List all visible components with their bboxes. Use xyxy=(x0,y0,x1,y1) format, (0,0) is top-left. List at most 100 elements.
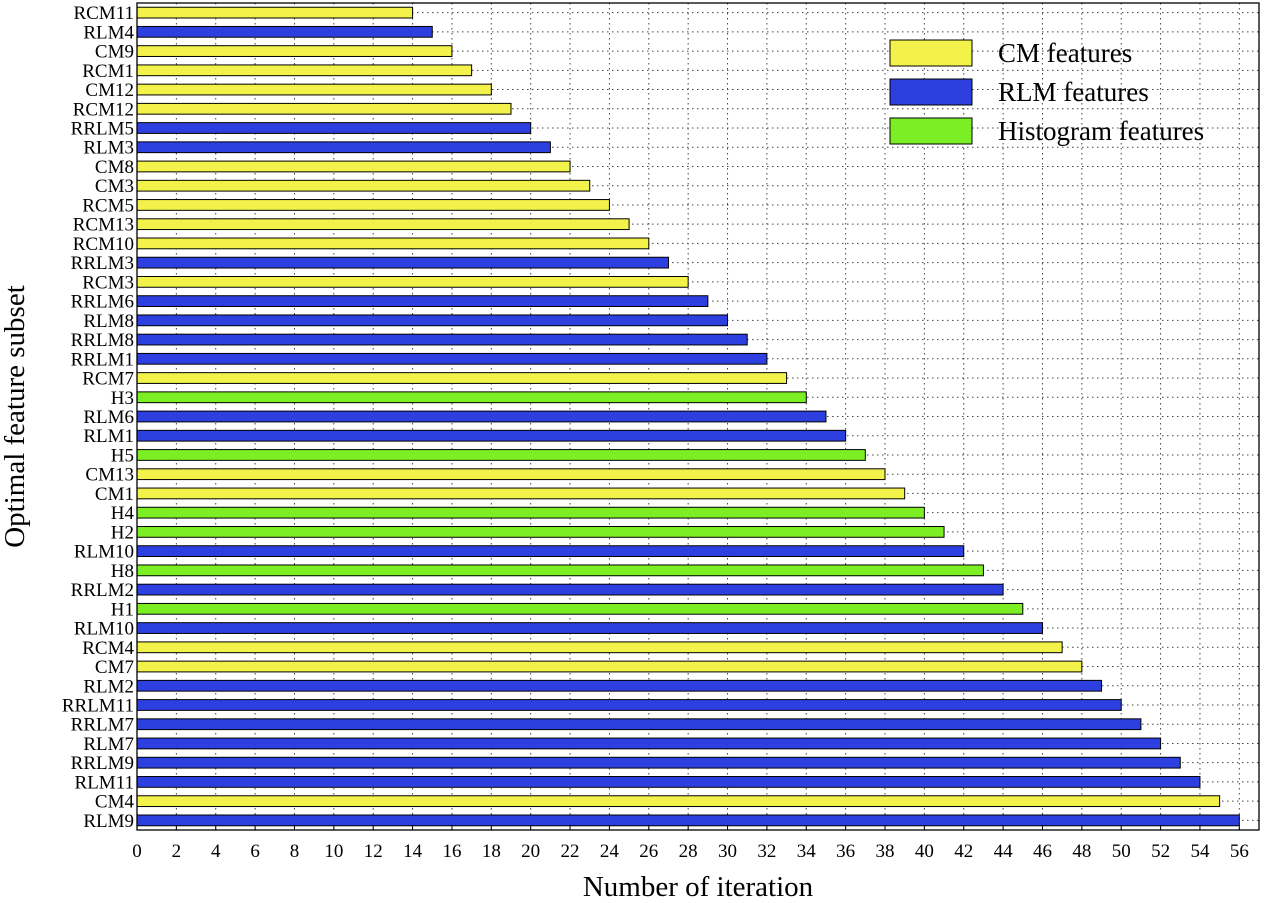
x-tick-label: 30 xyxy=(718,841,737,862)
x-tick-label: 50 xyxy=(1112,841,1131,862)
bar-rrlm6 xyxy=(136,295,709,307)
y-tick-label: RCM5 xyxy=(82,195,134,216)
y-tick-label: CM4 xyxy=(95,792,135,813)
bar-rlm1 xyxy=(136,429,847,442)
x-tick-label: 16 xyxy=(442,841,461,862)
y-tick-label: RRLM1 xyxy=(71,349,134,370)
legend-swatch-h xyxy=(889,117,973,145)
y-tick-label: RRLM9 xyxy=(71,753,134,774)
y-tick-label: H8 xyxy=(111,561,134,582)
bar-rcm1 xyxy=(136,64,473,77)
bar-cm9 xyxy=(136,45,453,57)
bar-cm4 xyxy=(136,795,1221,808)
bar-rcm10 xyxy=(136,237,650,250)
bar-h4 xyxy=(136,506,925,519)
y-tick-label: RRLM2 xyxy=(71,580,134,601)
y-tick-label: RCM7 xyxy=(82,369,134,390)
y-tick-label: RLM1 xyxy=(83,426,134,447)
y-tick-label: RCM1 xyxy=(82,61,134,82)
y-tick-label: CM12 xyxy=(85,80,134,101)
y-tick-label: RLM7 xyxy=(83,734,134,755)
x-tick-label: 34 xyxy=(797,841,817,862)
bar-rrlm2 xyxy=(136,583,1004,596)
bar-rcm7 xyxy=(136,372,788,384)
x-tick-label: 2 xyxy=(172,841,182,862)
x-tick-label: 36 xyxy=(836,841,855,862)
bar-rrlm11 xyxy=(136,699,1122,711)
x-tick-label: 38 xyxy=(876,841,895,862)
x-tick-label: 28 xyxy=(679,841,698,862)
x-tick-label: 12 xyxy=(364,841,383,862)
y-tick-label: RRLM5 xyxy=(71,119,134,140)
bar-rrlm7 xyxy=(136,718,1142,731)
bar-h3 xyxy=(136,391,807,404)
bar-rrlm9 xyxy=(136,756,1181,769)
x-tick-label: 10 xyxy=(324,841,343,862)
x-tick-label: 18 xyxy=(482,841,501,862)
bar-rrlm1 xyxy=(136,352,768,365)
y-tick-label: CM9 xyxy=(95,42,134,63)
bar-rlm10 xyxy=(136,545,965,558)
y-tick-label: RCM10 xyxy=(73,234,134,255)
x-tick-label: 26 xyxy=(639,841,658,862)
y-tick-label: RLM11 xyxy=(75,772,134,793)
y-tick-label: RRLM7 xyxy=(71,715,134,736)
bar-cm12 xyxy=(136,83,492,96)
x-tick-label: 20 xyxy=(521,841,540,862)
x-tick-label: 44 xyxy=(994,841,1014,862)
y-tick-label: RLM4 xyxy=(83,22,134,43)
bar-rlm11 xyxy=(136,776,1201,788)
bar-rlm8 xyxy=(136,314,729,327)
y-tick-label: RRLM3 xyxy=(71,253,134,274)
bar-rcm5 xyxy=(136,199,610,211)
y-tick-label: RLM10 xyxy=(74,542,134,563)
bar-rcm4 xyxy=(136,641,1063,654)
y-tick-label: RLM8 xyxy=(83,311,134,332)
legend-swatch-rlm xyxy=(889,78,973,106)
x-tick-label: 46 xyxy=(1033,841,1052,862)
y-tick-label: RLM6 xyxy=(83,407,134,428)
y-tick-label: RLM2 xyxy=(83,676,134,697)
y-tick-label: CM13 xyxy=(85,465,134,486)
y-tick-label: H2 xyxy=(111,522,134,543)
bar-rrlm8 xyxy=(136,333,748,346)
x-tick-label: 22 xyxy=(561,841,580,862)
bar-rlm10 xyxy=(136,622,1043,634)
y-tick-label: RRLM8 xyxy=(71,330,134,351)
x-tick-label: 52 xyxy=(1151,841,1170,862)
x-tick-label: 32 xyxy=(757,841,776,862)
x-tick-label: 24 xyxy=(600,841,620,862)
bar-rrlm5 xyxy=(136,122,532,134)
x-tick-label: 14 xyxy=(403,841,423,862)
y-tick-label: H4 xyxy=(111,503,135,524)
bars xyxy=(136,6,1240,827)
bar-rcm12 xyxy=(136,102,512,115)
x-tick-labels: 0 2 4 6 8 10 12 14 16 18 20 22 24 26 28 30 32 34 36 38 40 42 4… xyxy=(132,825,1249,862)
y-tick-label: RCM12 xyxy=(73,99,134,120)
x-tick-label: 4 xyxy=(211,841,221,862)
y-tick-label: H5 xyxy=(111,445,134,466)
bar-cm1 xyxy=(136,487,906,500)
x-axis-title: Number of iteration xyxy=(583,871,814,903)
y-axis-title: Optimal feature subset xyxy=(0,285,31,548)
y-tick-label: H3 xyxy=(111,388,134,409)
y-tick-label: RCM3 xyxy=(82,272,134,293)
y-tick-label: RCM4 xyxy=(82,638,134,659)
y-tick-label: H1 xyxy=(111,599,134,620)
y-tick-label: RCM13 xyxy=(73,215,134,236)
bar-rlm4 xyxy=(136,25,433,38)
bar-rcm13 xyxy=(136,218,630,231)
y-tick-label: CM1 xyxy=(95,484,134,505)
y-tick-label: RCM11 xyxy=(73,3,134,24)
bar-rcm3 xyxy=(136,275,689,288)
bar-rlm9 xyxy=(136,814,1240,827)
legend-swatch-cm xyxy=(889,39,973,67)
y-tick-label: RLM10 xyxy=(74,619,134,640)
x-tick-label: 56 xyxy=(1230,841,1249,862)
bar-rlm6 xyxy=(136,410,827,423)
y-tick-label: RRLM6 xyxy=(71,292,134,313)
bar-cm8 xyxy=(136,160,571,173)
x-tick-label: 0 xyxy=(132,841,142,862)
bar-cm13 xyxy=(136,468,886,481)
